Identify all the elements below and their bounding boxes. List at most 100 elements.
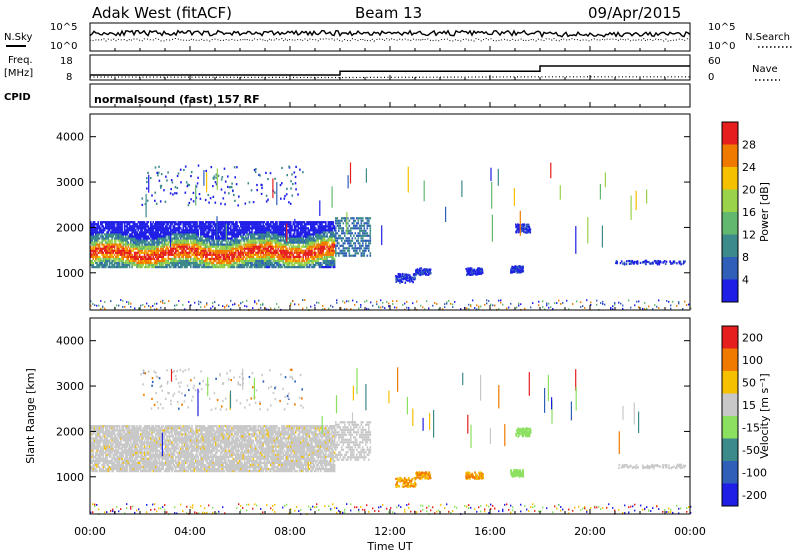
echo-cell: [171, 243, 173, 246]
echo-cell: [315, 263, 317, 267]
echo-cell: [174, 304, 176, 307]
echo-cell: [175, 253, 177, 256]
echo-cell: [382, 305, 384, 308]
echo-cell: [96, 243, 98, 246]
echo-cell: [293, 255, 296, 258]
echo-cell: [267, 231, 270, 234]
echo-cell: [132, 225, 135, 228]
echo-cell: [175, 221, 177, 224]
echo-cell: [293, 266, 296, 269]
echo-cell: [200, 239, 202, 242]
echo-cell: [247, 233, 250, 236]
echo-cell: [225, 257, 227, 260]
echo-cell: [187, 255, 190, 258]
echo-cell: [253, 168, 256, 172]
echo-cell: [121, 266, 123, 269]
echo-cell: [126, 253, 128, 256]
echo-cell: [328, 247, 331, 250]
echo-cell: [211, 233, 213, 236]
echo-cell: [153, 266, 156, 269]
echo-cell: [208, 225, 211, 228]
echo-cell: [330, 225, 332, 228]
echo-cell: [357, 247, 360, 250]
echo-cell: [196, 182, 199, 185]
echo-cell: [160, 249, 162, 252]
echo-cell: [178, 257, 181, 260]
echo-cell: [528, 229, 531, 232]
echo-cell: [148, 255, 151, 258]
echo-cell: [177, 227, 180, 230]
echo-cell: [150, 306, 152, 309]
echo-cell: [228, 305, 230, 308]
echo-cell: [356, 301, 358, 303]
echo-cell: [207, 257, 210, 260]
echo-cell: [255, 251, 257, 254]
echo-cell: [255, 167, 257, 171]
echo-cell: [168, 245, 171, 248]
echo-cell: [226, 231, 228, 234]
echo-cell: [301, 251, 303, 254]
echo-cell: [122, 306, 124, 308]
echo-cell: [525, 231, 528, 234]
echo-cell: [245, 253, 247, 256]
echo-cell: [148, 263, 151, 267]
echo-cell: [321, 251, 323, 254]
echo-cell: [268, 255, 271, 258]
echo-cell: [321, 263, 323, 267]
echo-cell: [203, 263, 206, 267]
echo-cell: [182, 251, 185, 254]
echo-cell: [277, 239, 280, 242]
echo-cell: [280, 227, 282, 230]
echo-cell: [202, 259, 205, 263]
echo-cell: [296, 259, 298, 263]
echo-cell: [231, 233, 233, 236]
echo-cell: [183, 229, 186, 232]
echo-cell: [221, 253, 223, 256]
echo-cell: [222, 261, 225, 265]
echo-cell: [278, 233, 281, 236]
echo-cell: [240, 247, 242, 250]
echo-cell: [368, 244, 370, 247]
echo-cell: [306, 243, 308, 246]
echo-cell: [90, 235, 92, 238]
echo-cell: [153, 233, 156, 236]
echo-cell: [91, 255, 93, 258]
echo-cell: [173, 245, 176, 248]
echo-cell: [100, 227, 102, 230]
echo-cell: [125, 233, 127, 236]
echo-cell: [126, 263, 128, 267]
echo-cell: [136, 266, 138, 269]
echo-cell: [162, 302, 164, 304]
echo-cell: [238, 266, 241, 269]
echo-cell: [317, 239, 320, 242]
echo-cell: [175, 243, 177, 246]
echo-cell: [335, 217, 337, 220]
echo-cell: [135, 223, 137, 226]
echo-cell: [137, 229, 140, 232]
echo-cell: [152, 251, 155, 254]
echo-cell: [155, 223, 157, 226]
echo-cell: [158, 241, 161, 244]
echo-cell: [197, 263, 200, 267]
echo-cell: [291, 237, 293, 240]
echo-cell: [97, 239, 100, 242]
echo-cell: [273, 239, 276, 242]
echo-cell: [182, 249, 185, 252]
echo-cell: [232, 247, 235, 250]
echo-cell: [115, 235, 117, 238]
echo-cell: [674, 261, 676, 264]
echo-cell: [273, 257, 276, 260]
echo-cell: [258, 173, 260, 176]
echo-cell: [209, 197, 212, 200]
echo-cell: [276, 261, 278, 265]
echo-cell: [326, 259, 328, 263]
echo-cell: [388, 302, 390, 305]
echo-cell: [296, 253, 298, 256]
echo-cell: [253, 235, 256, 238]
echo-cell: [326, 233, 328, 236]
echo-cell: [165, 243, 167, 246]
echo-cell: [213, 251, 216, 254]
echo-cell: [101, 223, 103, 226]
echo-cell: [348, 300, 350, 303]
echo-cell: [156, 249, 158, 252]
